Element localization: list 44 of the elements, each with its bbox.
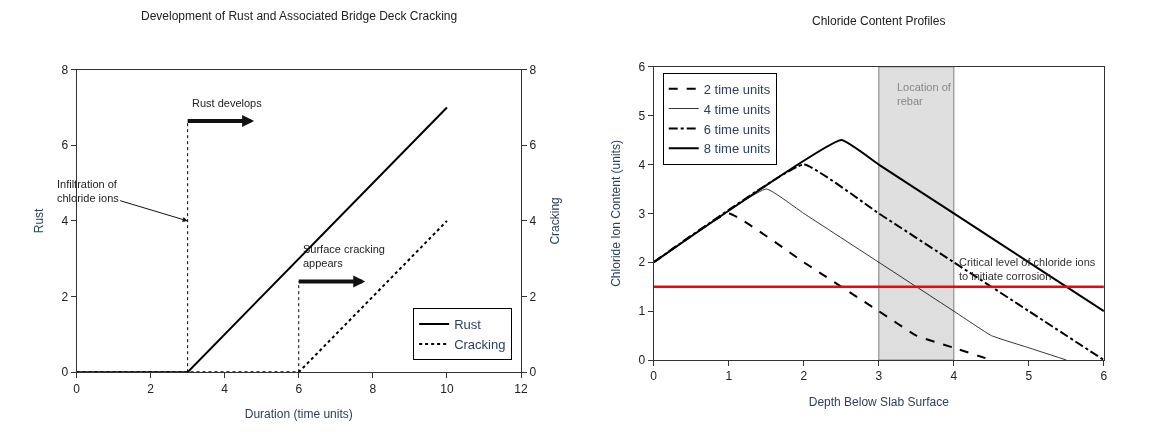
legend-label: Rust <box>454 317 482 333</box>
y-tick-label: 2 <box>61 289 69 304</box>
x-tick-label: 6 <box>295 381 303 396</box>
y2-tick-label: 6 <box>529 138 537 153</box>
legend-label: 8 time units <box>703 141 771 157</box>
x-tick-label: 5 <box>1025 369 1033 384</box>
legend-label: 4 time units <box>703 101 771 117</box>
x-tick-label: 10 <box>440 381 454 396</box>
x-tick-label: 4 <box>221 381 229 396</box>
y-tick-label: 5 <box>638 108 646 123</box>
legend-label: Cracking <box>454 337 506 352</box>
y-tick-label: 1 <box>638 304 646 319</box>
ref-line-label: Rust develops <box>192 97 263 109</box>
x-tick-label: 0 <box>73 381 81 396</box>
legend-label: 6 time units <box>703 121 771 137</box>
x-tick-label: 4 <box>950 369 958 384</box>
y-axis-title: Rust <box>31 207 46 234</box>
x-axis-title: Duration (time units) <box>244 407 353 422</box>
y-tick-label: 6 <box>61 138 69 153</box>
y-axis-title: Chloride Ion Content (units) <box>608 140 623 287</box>
y-tick-label: 6 <box>638 60 646 75</box>
chart-title: Development of Rust and Associated Bridge Deck Cracking <box>141 9 458 23</box>
y-tick-label: 3 <box>638 206 646 221</box>
y2-tick-label: 8 <box>529 62 537 77</box>
x-tick-label: 12 <box>514 381 529 396</box>
y-tick-label: 4 <box>638 157 646 172</box>
y-tick-label: 0 <box>638 353 646 368</box>
x-tick-label: 1 <box>725 369 733 384</box>
y2-tick-label: 2 <box>529 289 537 304</box>
y2-axis-title: Cracking <box>548 197 563 245</box>
x-tick-label: 8 <box>369 381 377 396</box>
y2-tick-label: 4 <box>529 214 537 229</box>
y-tick-label: 8 <box>61 62 69 77</box>
legend-label: 2 time units <box>703 81 771 97</box>
x-tick-label: 3 <box>875 369 883 384</box>
x-axis-title: Depth Below Slab Surface <box>808 395 950 410</box>
band-label: Location of rebar <box>897 81 952 108</box>
x-tick-label: 2 <box>800 369 808 384</box>
y-tick-label: 4 <box>61 214 69 229</box>
y-tick-label: 2 <box>638 255 646 270</box>
x-tick-label: 2 <box>147 381 155 396</box>
chart-title: Chloride Content Profiles <box>812 14 946 28</box>
x-tick-label: 6 <box>1100 369 1108 384</box>
x-tick-label: 0 <box>650 369 658 384</box>
